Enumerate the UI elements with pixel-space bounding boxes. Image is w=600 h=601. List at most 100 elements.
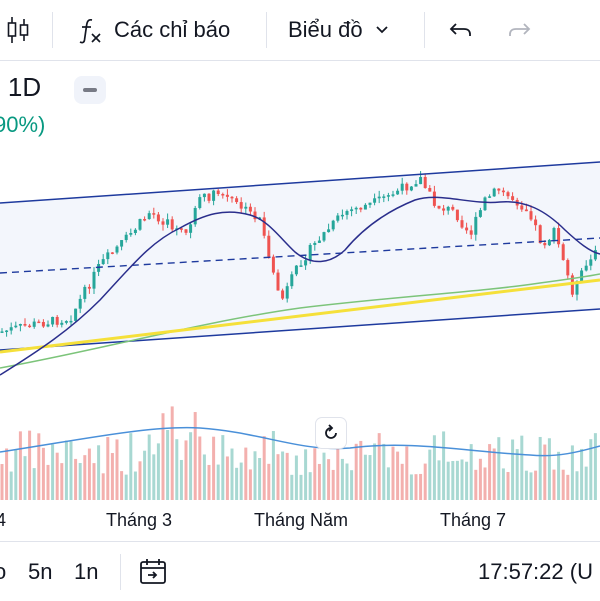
candle bbox=[547, 239, 551, 246]
candle bbox=[202, 193, 206, 198]
candle bbox=[285, 286, 289, 299]
candle bbox=[350, 209, 354, 212]
volume-bar bbox=[110, 453, 114, 500]
reset-chart-button[interactable] bbox=[316, 418, 346, 448]
volume-bar bbox=[74, 458, 78, 500]
volume-bar bbox=[267, 463, 271, 500]
volume-bar bbox=[511, 439, 515, 500]
candle bbox=[271, 256, 275, 273]
chart-type-dropdown[interactable]: Biểu đồ bbox=[288, 0, 389, 60]
price-chart[interactable] bbox=[0, 0, 600, 500]
volume-bar bbox=[32, 468, 36, 500]
candle bbox=[156, 214, 160, 222]
price-change: 90%) bbox=[0, 112, 46, 137]
volume-bar bbox=[253, 451, 257, 500]
candle bbox=[32, 321, 36, 327]
candle bbox=[147, 213, 151, 220]
candle bbox=[166, 219, 170, 225]
range-button[interactable]: o bbox=[0, 558, 7, 584]
candle bbox=[478, 210, 482, 217]
volume-bar bbox=[133, 471, 137, 500]
candle bbox=[570, 275, 574, 295]
volume-bar bbox=[78, 462, 82, 500]
candle bbox=[327, 229, 331, 233]
candle bbox=[359, 207, 363, 210]
volume-bar bbox=[373, 443, 377, 500]
volume-bar bbox=[23, 456, 27, 500]
undo-button[interactable] bbox=[448, 0, 474, 60]
volume-bar bbox=[345, 463, 349, 500]
volume-bar bbox=[340, 458, 344, 500]
volume-bar bbox=[317, 463, 321, 500]
candle bbox=[561, 244, 565, 261]
volume-bar bbox=[37, 433, 41, 500]
volume-bar bbox=[584, 466, 588, 500]
candle bbox=[133, 229, 137, 234]
candle bbox=[216, 190, 220, 194]
volume-bar bbox=[166, 429, 170, 500]
volume-bar bbox=[570, 445, 574, 500]
candle bbox=[248, 206, 252, 212]
volume-ma-line bbox=[0, 426, 600, 457]
volume-bar bbox=[120, 471, 124, 500]
candle bbox=[584, 265, 588, 271]
candle bbox=[106, 252, 110, 260]
range-button-1n[interactable]: 1n bbox=[74, 558, 99, 584]
candle bbox=[423, 177, 427, 189]
volume-bars bbox=[0, 406, 597, 500]
volume-bar bbox=[69, 441, 73, 500]
candle bbox=[60, 322, 64, 325]
volume-bar bbox=[423, 463, 427, 500]
volume-bar bbox=[276, 454, 280, 500]
candle bbox=[492, 188, 496, 197]
candle bbox=[92, 271, 96, 289]
trendline bbox=[0, 278, 600, 354]
candle bbox=[9, 327, 13, 331]
symbol-interval[interactable]: · 1D bbox=[0, 72, 42, 102]
candle bbox=[446, 206, 450, 211]
candle bbox=[520, 205, 524, 210]
volume-bar bbox=[492, 448, 496, 500]
volume-bar bbox=[129, 433, 133, 500]
candle bbox=[281, 290, 285, 299]
volume-bar bbox=[244, 447, 248, 500]
top-toolbar: Các chỉ báo Biểu đồ bbox=[0, 0, 600, 60]
candle bbox=[83, 286, 87, 299]
clock[interactable]: 17:57:22 (U bbox=[478, 558, 593, 584]
candle bbox=[396, 190, 400, 195]
volume-bar bbox=[235, 467, 239, 500]
candle bbox=[506, 192, 510, 197]
volume-bar bbox=[552, 469, 556, 500]
volume-bar bbox=[9, 471, 13, 500]
candle bbox=[5, 330, 9, 333]
time-label: 4 bbox=[0, 510, 7, 530]
chevron-down-icon bbox=[375, 25, 389, 35]
redo-button[interactable] bbox=[506, 0, 532, 60]
volume-bar bbox=[184, 440, 188, 500]
goto-date-button[interactable] bbox=[138, 542, 168, 601]
volume-bar bbox=[368, 455, 372, 500]
indicators-button[interactable]: Các chỉ báo bbox=[78, 0, 230, 60]
volume-bar bbox=[593, 433, 597, 500]
candle bbox=[469, 230, 473, 235]
collapse-legend-button[interactable] bbox=[74, 76, 106, 104]
volume-bar bbox=[0, 464, 4, 500]
candle bbox=[345, 211, 349, 215]
candle bbox=[442, 208, 446, 211]
time-axis[interactable]: 4 Tháng 3 Tháng Năm Tháng 7 bbox=[0, 500, 600, 540]
candle bbox=[511, 196, 515, 200]
candle bbox=[120, 240, 124, 247]
candle bbox=[51, 316, 55, 325]
volume-bar bbox=[432, 435, 436, 500]
candle bbox=[455, 209, 459, 221]
volume-bar bbox=[575, 471, 579, 500]
volume-bar bbox=[437, 460, 441, 500]
volume-bar bbox=[156, 443, 160, 500]
range-button-5n[interactable]: 5n bbox=[28, 558, 53, 584]
volume-bar bbox=[248, 469, 252, 500]
chart-style-button[interactable] bbox=[6, 0, 30, 60]
volume-bar bbox=[60, 463, 64, 500]
volume-bar bbox=[51, 444, 55, 500]
toolbar-separator bbox=[424, 12, 425, 48]
candle bbox=[488, 196, 492, 198]
